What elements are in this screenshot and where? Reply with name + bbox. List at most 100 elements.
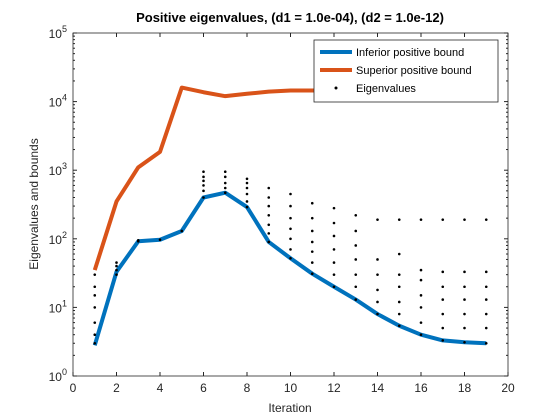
eigenvalue-point [419, 306, 423, 309]
eigenvalue-point [484, 341, 488, 345]
eigenvalue-point [93, 341, 97, 345]
eigenvalue-point [310, 272, 314, 275]
eigenvalue-point [484, 326, 488, 330]
y-tick-label: 105 [49, 24, 67, 41]
eigenvalue-point [441, 218, 445, 221]
eigenvalue-point [397, 285, 401, 289]
eigenvalue-point [245, 192, 249, 196]
eigenvalue-point [419, 278, 423, 282]
y-tick-base: 10 [49, 164, 63, 178]
y-tick-label: 100 [49, 367, 67, 384]
y-tick-exponent: 3 [62, 161, 67, 171]
eigenvalue-point [354, 298, 358, 301]
eigenvalue-point [463, 298, 466, 301]
chart-title: Positive eigenvalues, (d1 = 1.0e-04), (d… [136, 10, 444, 25]
axes-box [72, 32, 509, 377]
eigenvalue-point [419, 333, 423, 336]
y-tick-exponent: 5 [62, 24, 67, 34]
legend-label: Inferior positive bound [356, 47, 464, 59]
eigenvalue-point [376, 288, 379, 292]
eigenvalue-point [310, 240, 314, 244]
y-tick-base: 10 [49, 27, 63, 41]
y-axis-label: Eigenvalues and bounds [27, 138, 41, 269]
eigenvalue-point [267, 240, 271, 244]
legend-marker [334, 86, 338, 90]
eigenvalue-point [93, 285, 97, 289]
eigenvalue-point [441, 312, 445, 316]
eigenvalue-point [441, 339, 445, 342]
eigenvalue-point [93, 333, 97, 336]
x-tick-label: 20 [501, 381, 515, 395]
x-axis-label: Iteration [268, 401, 311, 415]
eigenvalue-point [463, 270, 466, 274]
eigenvalue-point [267, 232, 271, 235]
eigenvalue-point [223, 181, 227, 185]
y-tick-label: 101 [49, 298, 67, 315]
eigenvalue-point [202, 175, 205, 179]
legend-label: Eigenvalues [356, 83, 416, 95]
eigenvalue-point [267, 214, 271, 217]
eigenvalue-point [441, 298, 445, 301]
eigenvalue-point [397, 218, 401, 221]
eigenvalue-point [397, 300, 401, 304]
eigenvalue-point [397, 324, 401, 328]
eigenvalue-point [354, 214, 358, 217]
eigenvalue-point [115, 268, 118, 272]
eigenvalue-point [354, 273, 358, 276]
x-tick-label: 12 [327, 381, 341, 395]
eigenvalue-point [463, 340, 466, 344]
x-tick-label: 16 [414, 381, 428, 395]
eigenvalue-point [310, 250, 314, 253]
x-tick-label: 4 [157, 381, 164, 395]
x-tick-label: 8 [244, 381, 251, 395]
eigenvalue-point [158, 238, 162, 242]
eigenvalue-point [332, 221, 336, 225]
eigenvalue-point [332, 206, 336, 210]
eigenvalue-point [202, 196, 205, 199]
legend-label: Superior positive bound [356, 65, 472, 77]
x-tick-label: 18 [458, 381, 472, 395]
eigenvalue-point [245, 186, 249, 190]
eigenvalue-point [93, 273, 97, 276]
x-tick-label: 0 [70, 381, 77, 395]
eigenvalue-point [397, 252, 401, 256]
x-tick-label: 14 [371, 381, 385, 395]
eigenvalue-point [463, 218, 466, 221]
eigenvalue-point [93, 321, 97, 324]
eigenvalue-point [484, 270, 488, 274]
y-tick-base: 10 [49, 301, 63, 315]
eigenvalue-point [289, 216, 292, 220]
x-tick-label: 6 [200, 381, 207, 395]
eigenvalue-point [463, 285, 466, 289]
y-tick-base: 10 [49, 370, 63, 384]
eigenvalue-point [419, 294, 423, 297]
y-tick-label: 103 [49, 161, 67, 178]
eigenvalue-point [115, 264, 118, 268]
eigenvalue-point [223, 191, 227, 194]
eigenvalue-point [332, 273, 336, 276]
eigenvalue-point [463, 312, 466, 316]
eigenvalue-point [332, 285, 336, 289]
y-tick-exponent: 1 [62, 298, 67, 308]
eigenvalue-point [223, 170, 227, 174]
eigenvalue-point [267, 186, 271, 190]
eigenvalue-point [267, 223, 271, 227]
eigenvalue-point [202, 170, 205, 174]
eigenvalue-point [332, 248, 336, 251]
eigenvalue-point [419, 268, 423, 272]
eigenvalue-point [376, 258, 379, 261]
y-tick-base: 10 [49, 233, 63, 247]
y-tick-label: 102 [49, 230, 67, 247]
eigenvalue-point [136, 239, 140, 242]
eigenvalue-point [267, 196, 271, 199]
eigenvalue-point [202, 184, 205, 187]
y-tick-exponent: 0 [62, 367, 67, 377]
eigenvalue-point [397, 312, 401, 316]
eigenvalue-point [289, 227, 292, 231]
eigenvalue-point [267, 204, 271, 208]
eigenvalue-point [419, 321, 423, 324]
eigenvalue-point [397, 273, 401, 276]
eigenvalue-point [484, 285, 488, 289]
